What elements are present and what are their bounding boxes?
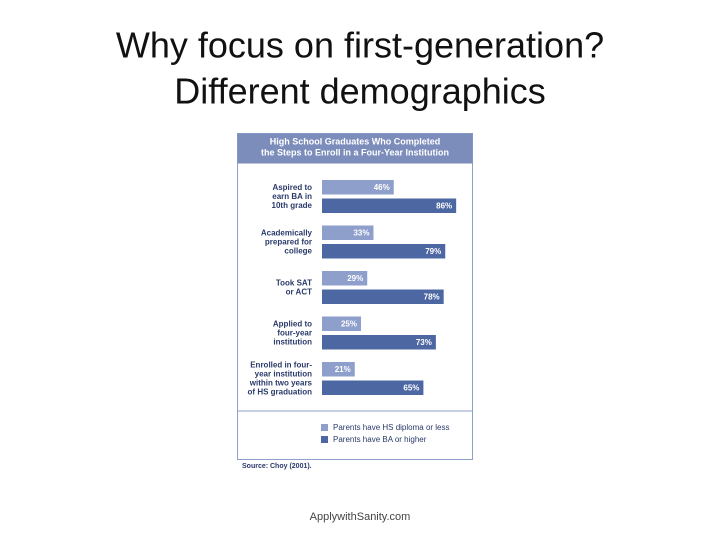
slide-title: Why focus on first-generation? [116, 25, 604, 66]
bar [322, 198, 457, 213]
value-label: 33% [353, 228, 369, 237]
bar [322, 362, 355, 377]
value-label: 73% [416, 338, 432, 347]
category-label: of HS graduation [248, 388, 313, 397]
bar [322, 289, 444, 304]
category-label: Took SAT [276, 279, 312, 288]
value-label: 79% [425, 247, 441, 256]
bar [322, 316, 361, 331]
chart-header [237, 133, 473, 164]
bar [322, 225, 374, 240]
category-label: year institution [255, 370, 312, 379]
category-label: earn BA in [272, 192, 312, 201]
footer: ApplywithSanity.com [310, 511, 411, 523]
category-label: Applied to [273, 320, 312, 329]
category-label: within two years [249, 379, 313, 388]
source: Source: Choy (2001). [242, 463, 312, 470]
value-label: 65% [403, 383, 419, 392]
slide-title: Different demographics [174, 71, 546, 112]
value-label: 29% [347, 274, 363, 283]
bar [322, 180, 394, 195]
bar [322, 244, 446, 259]
bar [322, 380, 424, 395]
bar [322, 271, 368, 286]
category-label: 10th grade [272, 201, 313, 210]
category-label: Academically [261, 229, 313, 238]
category-label: prepared for [265, 238, 312, 247]
value-label: 78% [424, 292, 440, 301]
legend-label: Parents have HS diploma or less [333, 423, 450, 432]
category-label: institution [273, 338, 312, 347]
category-label: college [284, 247, 312, 256]
category-label: four-year [277, 329, 312, 338]
legend-swatch [321, 424, 328, 431]
bar [322, 335, 436, 350]
chart-title: the Steps to Enroll in a Four-Year Insti… [261, 147, 449, 157]
category-label: or ACT [286, 288, 312, 297]
value-label: 21% [335, 365, 351, 374]
legend-swatch [321, 436, 328, 443]
category-label: Enrolled in four- [250, 361, 312, 370]
value-label: 86% [436, 201, 452, 210]
category-label: Aspired to [272, 183, 312, 192]
value-label: 46% [374, 183, 390, 192]
chart-title: High School Graduates Who Completed [270, 136, 441, 146]
legend-label: Parents have BA or higher [333, 435, 427, 444]
value-label: 25% [341, 319, 357, 328]
